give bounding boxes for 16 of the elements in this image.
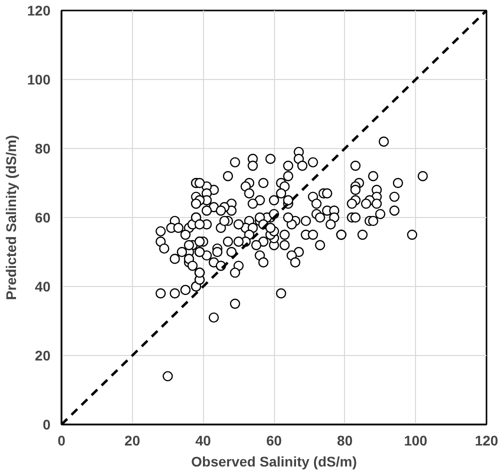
y-axis-title: Predicted Salinity (dS/m) bbox=[3, 135, 20, 300]
x-tick-label: 100 bbox=[404, 432, 428, 448]
y-tick-label: 20 bbox=[34, 348, 51, 364]
y-tick-label: 40 bbox=[34, 278, 51, 294]
y-tick-label: 0 bbox=[42, 416, 51, 432]
x-tick-label: 40 bbox=[195, 432, 212, 448]
y-tick-label: 80 bbox=[34, 140, 51, 156]
y-tick-label: 60 bbox=[34, 210, 51, 226]
x-tick-label: 0 bbox=[58, 432, 66, 448]
x-tick-label: 120 bbox=[474, 432, 498, 448]
x-tick-label: 20 bbox=[124, 432, 140, 448]
x-tick-label: 60 bbox=[266, 432, 282, 448]
x-tick-label: 80 bbox=[337, 432, 353, 448]
y-tick-label: 120 bbox=[27, 2, 51, 18]
y-tick-label: 100 bbox=[27, 72, 51, 88]
x-axis-title: Observed Salinity (dS/m) bbox=[191, 454, 357, 470]
